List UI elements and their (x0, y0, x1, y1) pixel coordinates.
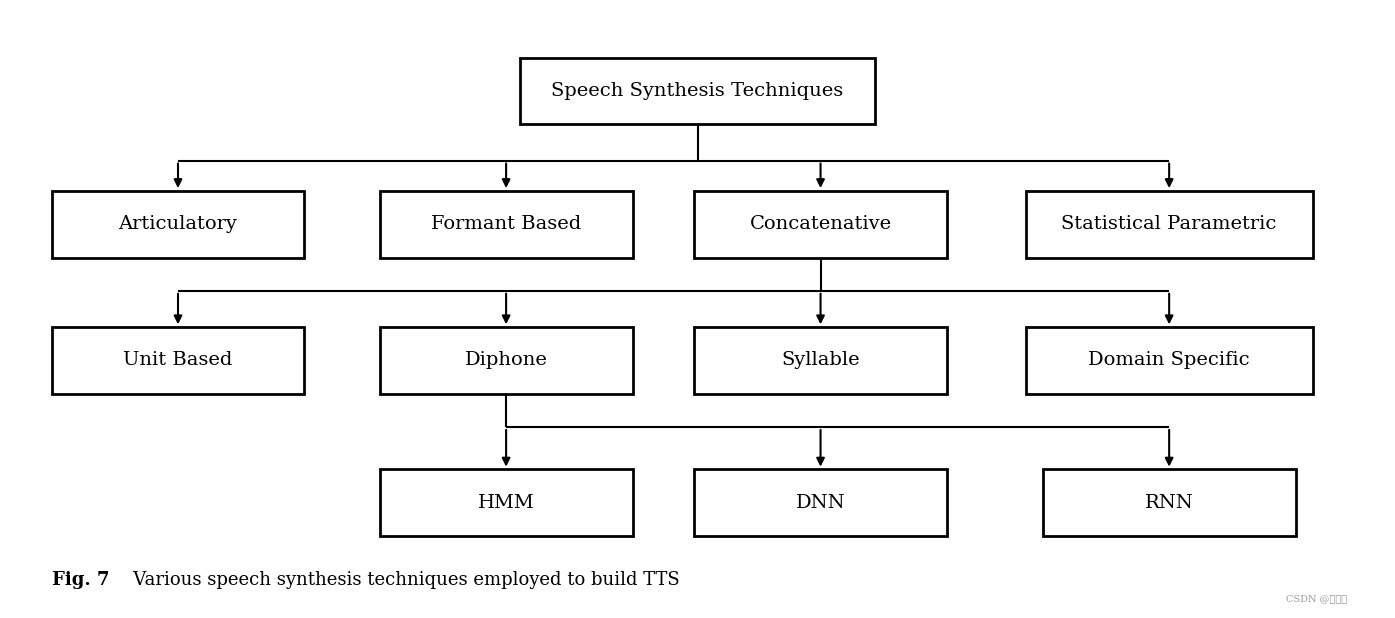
Text: CSDN @留尘鑰: CSDN @留尘鑰 (1286, 594, 1346, 603)
Text: Speech Synthesis Techniques: Speech Synthesis Techniques (551, 82, 844, 100)
Text: Formant Based: Formant Based (431, 215, 582, 233)
FancyBboxPatch shape (1025, 327, 1313, 394)
FancyBboxPatch shape (695, 327, 947, 394)
Text: Syllable: Syllable (781, 352, 859, 370)
FancyBboxPatch shape (695, 191, 947, 258)
FancyBboxPatch shape (52, 327, 304, 394)
FancyBboxPatch shape (1025, 191, 1313, 258)
Text: Articulatory: Articulatory (119, 215, 237, 233)
FancyBboxPatch shape (1042, 470, 1296, 536)
Text: Statistical Parametric: Statistical Parametric (1062, 215, 1276, 233)
FancyBboxPatch shape (52, 191, 304, 258)
Text: Diphone: Diphone (465, 352, 548, 370)
FancyBboxPatch shape (520, 57, 875, 124)
Text: Fig. 7: Fig. 7 (52, 571, 110, 589)
Text: DNN: DNN (795, 494, 845, 512)
Text: RNN: RNN (1145, 494, 1194, 512)
FancyBboxPatch shape (379, 191, 632, 258)
FancyBboxPatch shape (379, 327, 632, 394)
Text: Domain Specific: Domain Specific (1088, 352, 1250, 370)
Text: HMM: HMM (477, 494, 534, 512)
Text: Unit Based: Unit Based (123, 352, 233, 370)
Text: Various speech synthesis techniques employed to build TTS: Various speech synthesis techniques empl… (116, 571, 681, 589)
FancyBboxPatch shape (379, 470, 632, 536)
FancyBboxPatch shape (695, 470, 947, 536)
Text: Concatenative: Concatenative (749, 215, 891, 233)
